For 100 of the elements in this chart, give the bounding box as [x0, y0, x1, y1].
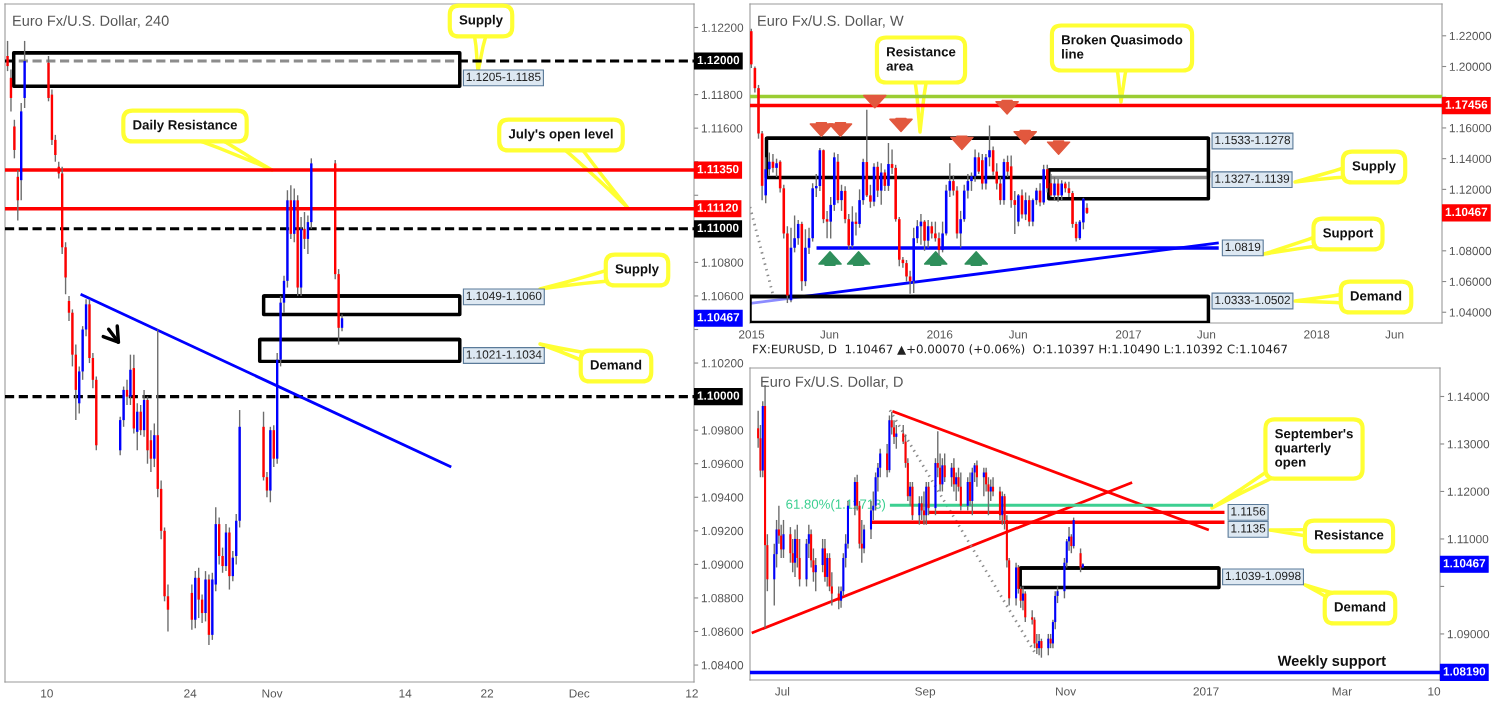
candlestick [950, 462, 953, 488]
candlestick [982, 467, 985, 497]
candlestick [1038, 633, 1041, 657]
y-tick-label: 1.10600 [701, 291, 744, 301]
candlestick [153, 422, 156, 468]
y-tick-label: 1.11600 [701, 124, 743, 133]
series-label: 1.1156 [1231, 507, 1266, 516]
candlestick [1053, 176, 1056, 201]
text: 1.10467 [1443, 559, 1486, 568]
x-tick-label: 2016 [927, 330, 953, 339]
x-tick-label: Jun [1008, 330, 1027, 339]
candlestick [768, 151, 771, 177]
candlestick [796, 219, 800, 246]
x-tick-label: 2017 [1193, 687, 1219, 696]
candlestick [1040, 637, 1043, 659]
candlestick [1082, 197, 1085, 231]
y-tick-label: 1.04000 [1449, 308, 1492, 317]
x-tick-label: Jun [1385, 330, 1404, 339]
candlestick [876, 161, 879, 198]
candlestick [837, 585, 840, 610]
ref-line-label: 1.08190 [1443, 667, 1486, 676]
y-tick-label: 1.22000 [1449, 31, 1492, 41]
y-tick-label: 1.12000 [1447, 487, 1490, 496]
candlestick [941, 457, 944, 493]
x-tick-label: Dec [569, 689, 590, 698]
candlestick [269, 426, 272, 504]
ref-line-label: 1.10000 [697, 391, 740, 400]
y-tick-label: 1.10800 [701, 258, 744, 267]
annotation: Daily Resistance [133, 119, 237, 133]
series-label: 1.1135 [1231, 524, 1266, 533]
y-tick-label: 1.14000 [1449, 154, 1492, 164]
x-tick-label: Nov [262, 689, 283, 698]
y-tick-label: 1.08800 [701, 593, 744, 603]
x-tick-label: Jun [1197, 330, 1216, 339]
candlestick [786, 225, 789, 304]
y-tick-label: 1.13000 [1447, 440, 1490, 449]
annotation: Support [1323, 228, 1374, 241]
y-tick-label: 1.06000 [1449, 277, 1492, 286]
annotation: Supply [615, 263, 659, 277]
annotation: Supply [459, 14, 503, 28]
y-tick-label: 1.14000 [1447, 392, 1490, 401]
y-tick-label: 1.20000 [1449, 62, 1492, 71]
annotation: Demand [1350, 290, 1402, 301]
y-tick-label: 1.09000 [701, 560, 744, 569]
x-tick-label: Nov [1056, 687, 1077, 696]
candlestick [204, 570, 207, 623]
candlestick [1017, 193, 1020, 227]
y-tick-label: 1.11000 [1447, 534, 1489, 544]
x-tick-label: 2018 [1304, 330, 1330, 339]
candlestick [1045, 164, 1049, 194]
annotation: Supply [1352, 160, 1396, 174]
chart-title: Euro Fx/U.S. Dollar, D [761, 376, 903, 389]
candlestick [999, 176, 1002, 206]
candlestick [139, 404, 142, 436]
y-tick-label: 1.09400 [701, 493, 744, 502]
text: Euro Fx/U.S. Dollar, 240 [13, 15, 169, 28]
series-label: 1.1327-1.1139 [1215, 174, 1290, 183]
y-tick-label: 1.12200 [701, 23, 744, 32]
text: 1.10467 [1445, 207, 1488, 217]
x-tick-label: 22 [481, 689, 494, 698]
annotation: Resistance area [886, 46, 956, 71]
y-tick-label: 1.09000 [1447, 629, 1490, 639]
y-tick-label: 1.08000 [1449, 246, 1492, 256]
candlestick [1024, 590, 1027, 623]
x-tick-label: Jun [820, 330, 839, 339]
y-tick-label: 1.08400 [701, 661, 744, 670]
annotation: Broken Quasimodo line [1062, 34, 1183, 59]
y-tick-label: 1.09600 [701, 459, 744, 469]
series-label: 1.1533-1.1278 [1215, 135, 1291, 145]
candlestick [887, 142, 890, 192]
candlestick [1024, 191, 1027, 221]
candlestick [782, 519, 785, 559]
series-label: 1.0819 [1225, 242, 1261, 252]
candlestick [303, 211, 306, 250]
ref-line-label: 1.11350 [697, 164, 739, 174]
y-tick-label: 1.09200 [701, 526, 744, 536]
y-tick-label: 1.11800 [701, 90, 743, 99]
candlestick [197, 567, 200, 619]
x-tick-label: 14 [399, 689, 412, 698]
candlestick [228, 526, 231, 591]
y-tick-label: 1.08600 [701, 627, 744, 636]
series-label: 1.1049-1.1060 [466, 291, 542, 301]
x-tick-label: Mar [1332, 687, 1352, 696]
candlestick [6, 40, 9, 72]
x-tick-label: 10 [41, 689, 53, 698]
candlestick [1027, 194, 1031, 227]
text: 1.10467 [697, 313, 740, 322]
x-tick-label: Sep [915, 687, 936, 698]
candlestick [981, 153, 984, 191]
annotation: Resistance [1315, 529, 1384, 540]
text: Euro Fx/U.S. Dollar, W [758, 15, 904, 28]
chart-subtitle: FX:EURUSD, D 1.10467 ▲+0.00070 (+0.06%) O:1.10397 H:1.10490 L:1.10392 C:1.10467 [753, 344, 1287, 355]
candlestick [793, 528, 797, 578]
annotation: Demand [590, 359, 642, 370]
annotation: September's quarterly open [1275, 428, 1353, 470]
candlestick [879, 162, 883, 206]
series-label: 1.0333-1.0502 [1215, 295, 1290, 305]
series-label: 1.1021-1.1034 [466, 350, 542, 359]
candlestick [840, 184, 843, 212]
annotation: Weekly support [1277, 655, 1386, 669]
